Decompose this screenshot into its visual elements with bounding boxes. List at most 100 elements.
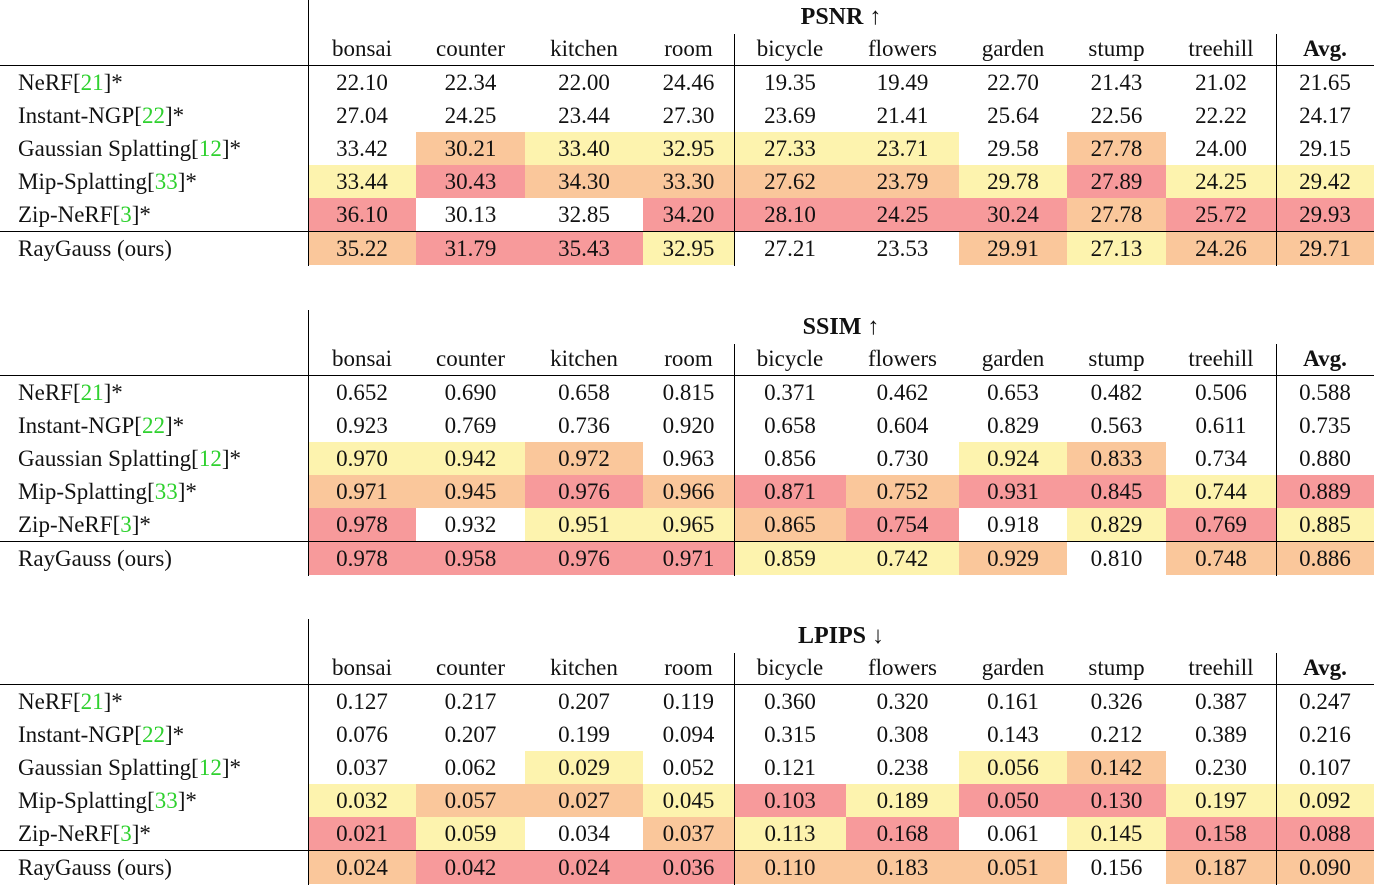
table-cell: 0.216 bbox=[1299, 721, 1351, 747]
table-cell: 24.46 bbox=[662, 69, 715, 95]
table-cell: 0.815 bbox=[662, 379, 715, 405]
table-cell: 0.833 bbox=[1067, 442, 1166, 475]
citation-link[interactable]: 33 bbox=[154, 168, 178, 194]
column-header: treehill bbox=[1188, 655, 1254, 680]
citation-link[interactable]: 22 bbox=[141, 721, 165, 747]
column-header: garden bbox=[981, 655, 1045, 680]
table-cell: 25.72 bbox=[1166, 198, 1276, 231]
citation-link[interactable]: 33 bbox=[154, 478, 178, 504]
column-header: flowers bbox=[868, 36, 937, 61]
method-name: Gaussian Splatting bbox=[18, 754, 192, 780]
table-cell: 0.963 bbox=[662, 445, 715, 471]
row-label: Zip-NeRF [3]* bbox=[18, 817, 151, 850]
citation-link[interactable]: 3 bbox=[120, 511, 132, 537]
table-cell: 27.13 bbox=[1067, 232, 1166, 265]
table-cell: 21.02 bbox=[1195, 69, 1247, 95]
citation-suffix: ]* bbox=[131, 201, 151, 227]
table-cell: 0.142 bbox=[1067, 751, 1166, 784]
method-name: NeRF bbox=[18, 379, 73, 405]
table-cell: 0.971 bbox=[308, 475, 416, 508]
table-cell: 23.53 bbox=[876, 235, 929, 261]
table-cell: 0.871 bbox=[734, 475, 846, 508]
bracket-open: [ bbox=[112, 201, 121, 227]
table-cell: 22.22 bbox=[1195, 102, 1247, 128]
table-cell: 0.735 bbox=[1299, 412, 1351, 438]
column-header: room bbox=[664, 655, 713, 680]
row-label: RayGauss (ours) bbox=[18, 232, 172, 265]
citation-suffix: ]* bbox=[103, 688, 123, 714]
table-cell: 0.966 bbox=[643, 475, 734, 508]
citation-suffix: ]* bbox=[164, 102, 185, 128]
table-cell: 0.958 bbox=[416, 542, 525, 575]
table-cell: 0.024 bbox=[308, 851, 416, 884]
table-cell: 30.24 bbox=[959, 198, 1067, 231]
row-label: Instant-NGP [22]* bbox=[18, 99, 184, 132]
row-label: Zip-NeRF [3]* bbox=[18, 508, 151, 541]
citation-link[interactable]: 21 bbox=[80, 69, 104, 95]
bracket-open: [ bbox=[72, 688, 81, 714]
table-cell: 27.33 bbox=[734, 132, 846, 165]
citation-link[interactable]: 3 bbox=[120, 820, 132, 846]
table-cell: 0.942 bbox=[416, 442, 525, 475]
table-cell: 0.730 bbox=[876, 445, 929, 471]
table-cell: 0.036 bbox=[643, 851, 734, 884]
table-cell: 29.93 bbox=[1276, 198, 1374, 231]
table-cell: 23.69 bbox=[764, 102, 816, 128]
table-cell: 0.315 bbox=[764, 721, 816, 747]
table-cell: 0.978 bbox=[308, 542, 416, 575]
citation-link[interactable]: 12 bbox=[198, 135, 222, 161]
table-cell: 0.024 bbox=[525, 851, 643, 884]
citation-link[interactable]: 12 bbox=[198, 445, 222, 471]
table-cell: 0.810 bbox=[1090, 545, 1143, 571]
column-header: counter bbox=[436, 36, 505, 61]
table-cell: 0.161 bbox=[987, 688, 1039, 714]
column-header: stump bbox=[1088, 655, 1145, 680]
table-cell: 0.187 bbox=[1166, 851, 1276, 884]
table-cell: 0.308 bbox=[876, 721, 929, 747]
table-cell: 0.918 bbox=[987, 511, 1039, 537]
table-cell: 0.920 bbox=[662, 412, 715, 438]
row-label: RayGauss (ours) bbox=[18, 542, 172, 575]
table-cell: 0.976 bbox=[525, 475, 643, 508]
citation-link[interactable]: 21 bbox=[80, 688, 104, 714]
citation-link[interactable]: 3 bbox=[120, 201, 132, 227]
citation-link[interactable]: 22 bbox=[141, 412, 165, 438]
citation-link[interactable]: 21 bbox=[80, 379, 104, 405]
row-label: Gaussian Splatting [12]* bbox=[18, 132, 241, 165]
table-cell: 22.34 bbox=[444, 69, 497, 95]
bracket-open: [ bbox=[72, 379, 81, 405]
column-header: bicycle bbox=[756, 655, 824, 680]
table-cell: 0.130 bbox=[1067, 784, 1166, 817]
header-rule bbox=[0, 684, 1374, 685]
column-header: flowers bbox=[868, 346, 937, 371]
table-cell: 0.050 bbox=[959, 784, 1067, 817]
table-cell: 22.56 bbox=[1090, 102, 1143, 128]
table-cell: 21.41 bbox=[876, 102, 929, 128]
metric-title: PSNR ↑ bbox=[800, 3, 882, 30]
ours-separator bbox=[0, 231, 1374, 232]
table-cell: 27.78 bbox=[1067, 198, 1166, 231]
row-label: NeRF [21]* bbox=[18, 66, 123, 99]
table-cell: 32.95 bbox=[643, 132, 734, 165]
table-cell: 36.10 bbox=[308, 198, 416, 231]
column-divider bbox=[734, 344, 735, 576]
table-cell: 0.859 bbox=[734, 542, 846, 575]
method-name: RayGauss (ours) bbox=[18, 235, 172, 261]
column-header: counter bbox=[436, 655, 505, 680]
table-cell: 19.49 bbox=[876, 69, 929, 95]
table-cell: 0.971 bbox=[643, 542, 734, 575]
column-header: bonsai bbox=[331, 655, 393, 680]
table-cell: 0.932 bbox=[444, 511, 497, 537]
table-cell: 0.113 bbox=[734, 817, 846, 850]
method-name: Zip-NeRF bbox=[18, 820, 113, 846]
table-cell: 0.856 bbox=[764, 445, 816, 471]
citation-link[interactable]: 12 bbox=[198, 754, 222, 780]
citation-link[interactable]: 22 bbox=[141, 102, 165, 128]
row-label: RayGauss (ours) bbox=[18, 851, 172, 884]
table-cell: 29.71 bbox=[1276, 232, 1374, 265]
ours-separator bbox=[0, 850, 1374, 851]
table-cell: 0.094 bbox=[662, 721, 715, 747]
table-cell: 0.183 bbox=[846, 851, 959, 884]
table-cell: 0.923 bbox=[336, 412, 388, 438]
citation-link[interactable]: 33 bbox=[154, 787, 178, 813]
